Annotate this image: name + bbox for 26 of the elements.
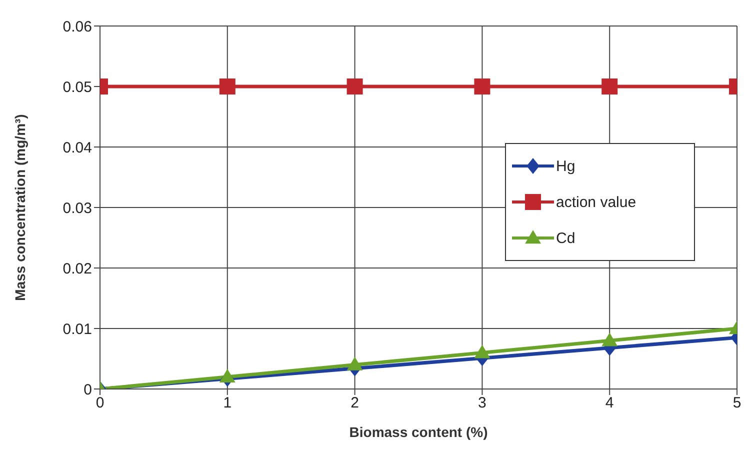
point [602,332,618,346]
point [346,78,363,94]
legend-label: Hg [556,158,576,174]
x-axis-title: Biomass content (%) [349,424,488,440]
point [219,78,236,94]
y-tick-label: 0.03 [62,200,92,217]
legend-label: Cd [556,230,576,246]
x-tick-label: 2 [350,394,359,412]
y-tick-label: 0.02 [62,260,92,278]
x-tick-label: 4 [605,394,614,412]
point [474,344,490,358]
point [219,368,236,382]
x-tick-label: 3 [478,394,486,412]
x-tick-label: 5 [732,394,742,412]
legend-label: action value [556,194,636,210]
y-tick-label: 0.01 [62,320,92,338]
point [346,356,363,370]
point [602,78,618,94]
y-tick-label: 0.04 [62,139,92,156]
x-tick-label: 1 [223,394,232,412]
y-tick-label: 0.05 [62,78,92,96]
x-tick-label: 0 [96,394,104,412]
y-axis-title: Mass concentration (mg/m³) [12,114,28,301]
point [474,78,490,94]
y-tick-label: 0 [84,381,92,398]
y-tick-label: 0.06 [62,18,92,36]
